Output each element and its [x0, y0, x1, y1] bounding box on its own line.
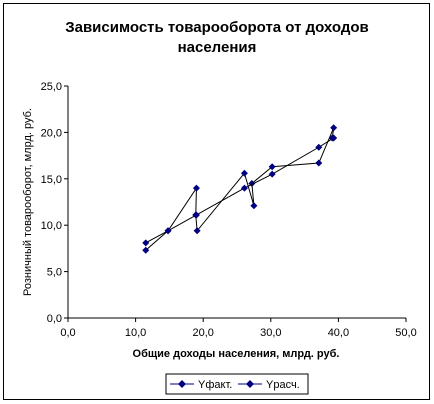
- x-tick-label: 20,0: [192, 327, 213, 339]
- data-point-marker: [268, 170, 276, 178]
- series-1: [142, 124, 338, 254]
- legend-label-yras: Yрасч.: [266, 379, 300, 391]
- chart-title-line-1: Зависимость товарооборота от доходов: [65, 19, 369, 36]
- data-point-marker: [164, 227, 172, 235]
- series-2: [142, 134, 338, 247]
- legend-marker-yras: [246, 380, 254, 388]
- chart-title-line-2: населения: [177, 39, 257, 56]
- series-line: [145, 127, 335, 251]
- data-point-marker: [142, 246, 150, 254]
- data-point-marker: [268, 163, 276, 171]
- x-axis-title: Общие доходы населения, млрд. руб.: [133, 348, 340, 360]
- chart-title: Зависимость товарооборота от доходов нас…: [0, 18, 434, 58]
- data-point-marker: [192, 184, 200, 192]
- chart-frame: [3, 3, 430, 400]
- data-point-marker: [330, 124, 338, 132]
- y-tick-label: 0,0: [47, 313, 62, 325]
- x-tick-label: 30,0: [260, 327, 281, 339]
- data-point-marker: [315, 159, 323, 167]
- y-tick-label: 25,0: [41, 81, 62, 93]
- x-tick-label: 10,0: [125, 327, 146, 339]
- data-point-marker: [330, 134, 338, 142]
- y-tick-label: 5,0: [47, 267, 62, 279]
- x-tick-label: 50,0: [395, 327, 416, 339]
- y-tick-label: 20,0: [41, 127, 62, 139]
- x-tick-label: 0,0: [60, 327, 75, 339]
- x-tick-label: 40,0: [328, 327, 349, 339]
- data-point-marker: [192, 211, 200, 219]
- axes: [67, 86, 406, 319]
- data-point-marker: [142, 239, 150, 247]
- data-point-marker: [250, 202, 258, 210]
- data-point-marker: [193, 227, 201, 235]
- data-point-marker: [240, 169, 248, 177]
- data-point-marker: [240, 184, 248, 192]
- legend-box: [165, 373, 309, 395]
- y-tick-label: 15,0: [41, 174, 62, 186]
- ticks: 0,0 5,0 10,0 15,0 20,0 25,0 0,0 10,0 20,0 30,0 40,…: [41, 81, 417, 339]
- series-line: [145, 137, 334, 244]
- legend-label-yfact: Yфакт.: [198, 379, 232, 391]
- legend: Yфакт. Yрасч.: [165, 373, 309, 395]
- y-tick-label: 10,0: [41, 220, 62, 232]
- y-axis-title: Розничный товарооборот, млрд. руб.: [22, 108, 34, 296]
- legend-marker-yfact: [178, 380, 186, 388]
- data-point-marker: [315, 143, 323, 151]
- series-layer: [142, 124, 338, 254]
